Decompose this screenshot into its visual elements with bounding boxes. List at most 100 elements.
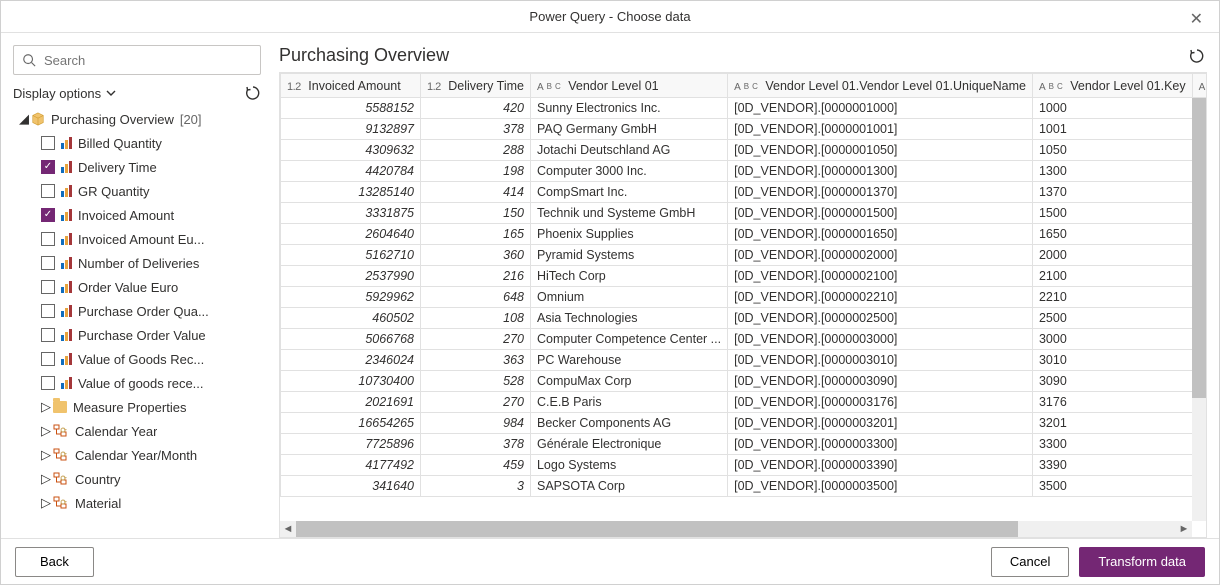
transform-data-button[interactable]: Transform data	[1079, 547, 1205, 577]
checkbox[interactable]	[41, 136, 55, 150]
checkbox[interactable]	[41, 376, 55, 390]
table-row[interactable]: 5929962648Omnium[0D_VENDOR].[0000002210]…	[281, 287, 1208, 308]
table-row[interactable]: 4420784198Computer 3000 Inc.[0D_VENDOR].…	[281, 161, 1208, 182]
column-header[interactable]: ABC Vendor Level 01.Vendor Level 01.Uniq…	[728, 74, 1033, 98]
table-cell: 270	[421, 329, 531, 350]
table-cell: C.E.B Paris	[530, 392, 727, 413]
tree-measure-item[interactable]: Delivery Time	[13, 155, 261, 179]
table-cell: 420	[421, 98, 531, 119]
table-cell: 1650	[1032, 224, 1192, 245]
measure-icon	[61, 329, 72, 341]
table-cell: 1050	[1032, 140, 1192, 161]
measure-icon	[61, 305, 72, 317]
checkbox[interactable]	[41, 304, 55, 318]
tree-root[interactable]: ◢Purchasing Overview[20]	[13, 107, 261, 131]
table-cell: [0D_VENDOR].[0000001000]	[728, 98, 1033, 119]
table-row[interactable]: 16654265984Becker Components AG[0D_VENDO…	[281, 413, 1208, 434]
tree-measure-item[interactable]: Invoiced Amount	[13, 203, 261, 227]
table-cell: [0D_VENDOR].[0000002500]	[728, 308, 1033, 329]
table-cell: [0D_VENDOR].[0000003000]	[728, 329, 1033, 350]
navigator-tree[interactable]: ◢Purchasing Overview[20] Billed Quantity D…	[13, 107, 261, 538]
tree-measure-item[interactable]: Purchase Order Value	[13, 323, 261, 347]
tree-root-label: Purchasing Overview	[51, 112, 174, 127]
checkbox[interactable]	[41, 328, 55, 342]
table-cell: [0D_VENDOR].[0000001050]	[728, 140, 1033, 161]
table-cell: [0D_VENDOR].[0000003390]	[728, 455, 1033, 476]
table-row[interactable]: 2346024363PC Warehouse[0D_VENDOR].[00000…	[281, 350, 1208, 371]
tree-item-label: Delivery Time	[78, 160, 157, 175]
folder-icon	[53, 401, 67, 413]
horizontal-scrollbar[interactable]: ◄ ►	[280, 521, 1192, 537]
table-row[interactable]: 9132897378PAQ Germany GmbH[0D_VENDOR].[0…	[281, 119, 1208, 140]
preview-table-container[interactable]: 1.2 Invoiced Amount1.2 Delivery TimeABC …	[279, 72, 1207, 538]
table-row[interactable]: 5066768270Computer Competence Center ...…	[281, 329, 1208, 350]
table-cell: [0D_VENDOR].[0000003300]	[728, 434, 1033, 455]
cancel-button[interactable]: Cancel	[991, 547, 1069, 577]
refresh-preview-icon[interactable]	[1189, 48, 1205, 64]
vertical-scrollbar[interactable]	[1192, 98, 1206, 521]
tree-measure-item[interactable]: Purchase Order Qua...	[13, 299, 261, 323]
table-row[interactable]: 5588152420Sunny Electronics Inc.[0D_VEND…	[281, 98, 1208, 119]
column-header[interactable]: 1.2 Delivery Time	[421, 74, 531, 98]
tree-folder-item[interactable]: ▷Calendar Year/Month	[13, 443, 261, 467]
tree-measure-item[interactable]: Order Value Euro	[13, 275, 261, 299]
table-cell: [0D_VENDOR].[0000003500]	[728, 476, 1033, 497]
table-cell: 198	[421, 161, 531, 182]
table-row[interactable]: 7725896378Générale Electronique[0D_VENDO…	[281, 434, 1208, 455]
table-cell: [0D_VENDOR].[0000002000]	[728, 245, 1033, 266]
table-row[interactable]: 3331875150Technik und Systeme GmbH[0D_VE…	[281, 203, 1208, 224]
back-button[interactable]: Back	[15, 547, 94, 577]
measure-icon	[61, 257, 72, 269]
table-row[interactable]: 13285140414CompSmart Inc.[0D_VENDOR].[00…	[281, 182, 1208, 203]
table-row[interactable]: 3416403SAPSOTA Corp[0D_VENDOR].[00000035…	[281, 476, 1208, 497]
checkbox[interactable]	[41, 256, 55, 270]
table-cell: 460502	[281, 308, 421, 329]
table-row[interactable]: 2537990216HiTech Corp[0D_VENDOR].[000000…	[281, 266, 1208, 287]
checkbox[interactable]	[41, 184, 55, 198]
display-options-toggle[interactable]: Display options	[13, 86, 117, 101]
checkbox[interactable]	[41, 160, 55, 174]
search-input[interactable]	[13, 45, 261, 75]
tree-measure-item[interactable]: Billed Quantity	[13, 131, 261, 155]
close-icon[interactable]: ✕	[1184, 7, 1209, 31]
horizontal-scrollbar-thumb[interactable]	[296, 521, 1018, 537]
table-row[interactable]: 4177492459Logo Systems[0D_VENDOR].[00000…	[281, 455, 1208, 476]
table-row[interactable]: 5162710360Pyramid Systems[0D_VENDOR].[00…	[281, 245, 1208, 266]
preview-title: Purchasing Overview	[279, 45, 449, 66]
column-header[interactable]: ABC Vendor Level 01.Key	[1032, 74, 1192, 98]
search-field[interactable]	[42, 52, 252, 69]
table-cell: [0D_VENDOR].[0000001001]	[728, 119, 1033, 140]
refresh-icon[interactable]	[245, 85, 261, 101]
table-row[interactable]: 460502108Asia Technologies[0D_VENDOR].[0…	[281, 308, 1208, 329]
table-row[interactable]: 10730400528CompuMax Corp[0D_VENDOR].[000…	[281, 371, 1208, 392]
tree-measure-item[interactable]: GR Quantity	[13, 179, 261, 203]
tree-folder-item[interactable]: ▷Country	[13, 467, 261, 491]
column-header[interactable]: 1.2 Invoiced Amount	[281, 74, 421, 98]
tree-measure-item[interactable]: Number of Deliveries	[13, 251, 261, 275]
table-cell: 2021691	[281, 392, 421, 413]
table-row[interactable]: 4309632288Jotachi Deutschland AG[0D_VEND…	[281, 140, 1208, 161]
tree-item-label: Billed Quantity	[78, 136, 162, 151]
checkbox[interactable]	[41, 232, 55, 246]
dialog-window: Power Query - Choose data ✕ Display opti…	[0, 0, 1220, 585]
checkbox[interactable]	[41, 352, 55, 366]
checkbox[interactable]	[41, 208, 55, 222]
tree-folder-item[interactable]: ▷Measure Properties	[13, 395, 261, 419]
scroll-left-icon[interactable]: ◄	[280, 523, 296, 535]
table-cell: Computer Competence Center ...	[530, 329, 727, 350]
scroll-right-icon[interactable]: ►	[1176, 523, 1192, 535]
table-cell: 3300	[1032, 434, 1192, 455]
vertical-scrollbar-thumb[interactable]	[1192, 98, 1206, 398]
tree-measure-item[interactable]: Value of goods rece...	[13, 371, 261, 395]
tree-folder-item[interactable]: ▷Calendar Year	[13, 419, 261, 443]
tree-folder-item[interactable]: ▷Material	[13, 491, 261, 515]
tree-measure-item[interactable]: Value of Goods Rec...	[13, 347, 261, 371]
table-cell: 3090	[1032, 371, 1192, 392]
tree-measure-item[interactable]: Invoiced Amount Eu...	[13, 227, 261, 251]
checkbox[interactable]	[41, 280, 55, 294]
table-row[interactable]: 2604640165Phoenix Supplies[0D_VENDOR].[0…	[281, 224, 1208, 245]
column-header[interactable]: ABC Vendor Level 01	[530, 74, 727, 98]
table-row[interactable]: 2021691270C.E.B Paris[0D_VENDOR].[000000…	[281, 392, 1208, 413]
measure-icon	[61, 161, 72, 173]
column-header[interactable]: ABC Vendor Le	[1192, 74, 1207, 98]
